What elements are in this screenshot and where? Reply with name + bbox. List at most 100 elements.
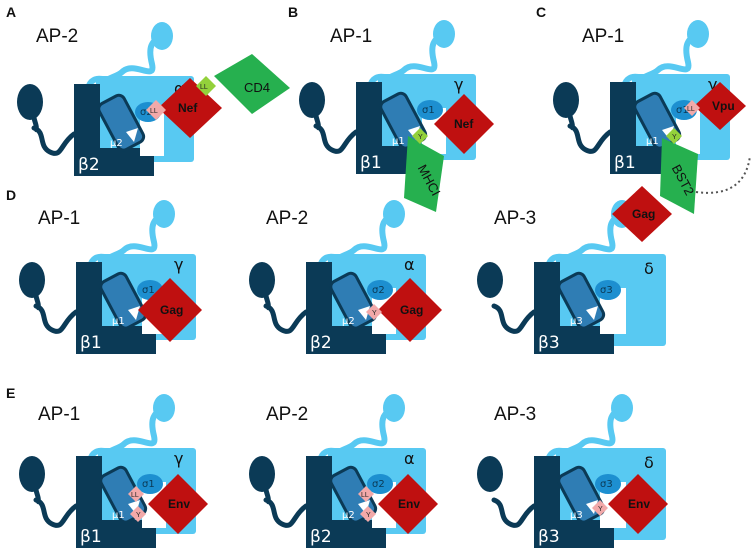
ap-complex-c: γ σ1 μ1 β1 Vpu LL BST2 Y <box>553 20 751 214</box>
complex-label-a: AP-2 <box>36 26 78 47</box>
panel-letter-b: B <box>288 4 298 20</box>
panel-e: E AP-1 γ σ1 μ1 β1 Env LL Y AP-2 α σ2 μ2 … <box>6 385 668 548</box>
motif-label-e3: Y <box>598 506 603 513</box>
y-motif-e2 <box>360 506 376 522</box>
mu-label-b: μ1 <box>392 136 405 147</box>
vpu-shape-c <box>694 82 746 130</box>
complex-label-e2: AP-2 <box>266 404 308 425</box>
adaptin-label-e2: α <box>404 449 415 468</box>
mu-label-d1: μ1 <box>112 316 125 327</box>
ap-complex-e3: δ σ3 μ3 β3 Env Y <box>477 394 668 548</box>
mu-label-a: μ2 <box>110 138 123 149</box>
panel-b: B AP-1 γ σ1 μ1 β1 Nef MHCI Y <box>288 4 494 212</box>
panel-letter-e: E <box>6 385 15 401</box>
ap-complex-d2: α σ2 μ2 β2 Gag Y <box>249 200 442 354</box>
panel-letter-c: C <box>536 4 546 20</box>
gag-shape-d2 <box>378 278 442 342</box>
ap-complex-e1: γ σ1 μ1 β1 Env LL Y <box>19 394 208 548</box>
cd4-shape-a <box>214 54 290 114</box>
viral-label-a: Nef <box>178 101 198 115</box>
motif-label-d2: Y <box>372 310 377 317</box>
motif-top-label-e1: LL <box>131 492 139 499</box>
beta-label-d1: β1 <box>80 333 102 353</box>
ap-complex-d1: γ σ1 μ1 β1 Gag <box>19 200 202 354</box>
membrane-link-c <box>695 155 751 194</box>
ap-complex-a: α σ2 μ2 β2 Nef LL CD4 LL <box>17 22 290 176</box>
complex-label-d2: AP-2 <box>266 208 308 229</box>
complex-label-e1: AP-1 <box>38 404 80 425</box>
complex-label-d3: AP-3 <box>494 208 536 229</box>
ll-motif-c <box>684 100 700 116</box>
cargo-motif-b <box>412 128 428 144</box>
adaptin-label-b: γ <box>454 75 463 94</box>
viral-label-e1: Env <box>168 497 190 511</box>
mu-label-c: μ1 <box>646 136 659 147</box>
panel-c: C AP-1 γ σ1 μ1 β1 Vpu LL BST2 Y <box>536 4 751 214</box>
y-motif-d2 <box>366 304 382 320</box>
env-shape-e2 <box>378 474 438 534</box>
sigma-label-d3: σ3 <box>600 285 613 296</box>
y-motif-e1 <box>130 506 146 522</box>
env-shape-e1 <box>148 474 208 534</box>
sigma-label-c: σ1 <box>676 105 689 116</box>
sigma-label-d2: σ2 <box>372 285 385 296</box>
viral-label-e3: Env <box>628 497 650 511</box>
cargo-motif-label-c: Y <box>672 134 677 141</box>
beta-label-d3: β3 <box>538 333 560 353</box>
motif-top-label-e2: LL <box>361 492 369 499</box>
adaptin-label-d2: α <box>404 255 415 274</box>
gag-shape-d3 <box>612 186 672 242</box>
panel-d: D AP-1 γ σ1 μ1 β1 Gag AP-2 α σ2 μ2 β2 Ga… <box>6 186 672 354</box>
panel-a: A AP-2 α σ2 μ2 β2 Nef LL CD4 LL <box>6 4 290 176</box>
beta-label-c: β1 <box>614 153 636 173</box>
complex-label-b: AP-1 <box>330 26 372 47</box>
mu-label-d3: μ3 <box>570 316 583 327</box>
viral-label-b: Nef <box>454 117 474 131</box>
adaptin-label-d1: γ <box>174 255 183 274</box>
gag-shape-d1 <box>138 278 202 342</box>
motif-bottom-label-e1: Y <box>136 512 141 519</box>
ap-complex-d3: δ σ3 μ3 β3 Gag <box>477 186 672 354</box>
beta-label-d2: β2 <box>310 333 332 353</box>
viral-label-c: Vpu <box>712 99 735 113</box>
cargo-label-a: CD4 <box>244 80 270 95</box>
mu-label-e2: μ2 <box>342 510 355 521</box>
ll-motif-a <box>146 100 166 120</box>
ap-complex-b: γ σ1 μ1 β1 Nef MHCI Y <box>299 20 494 212</box>
beta-label-e1: β1 <box>80 527 102 547</box>
sigma-label-b: σ1 <box>422 105 435 116</box>
beta-label-a: β2 <box>78 155 100 175</box>
motif-bottom-label-e2: Y <box>366 512 371 519</box>
motif-label-c: LL <box>687 106 695 113</box>
sigma-label-e3: σ3 <box>600 479 613 490</box>
adaptin-label-c: γ <box>708 75 717 94</box>
beta-label-e2: β2 <box>310 527 332 547</box>
complex-label-e3: AP-3 <box>494 404 536 425</box>
complex-label-d1: AP-1 <box>38 208 80 229</box>
viral-label-d3: Gag <box>632 207 655 221</box>
adaptin-label-d3: δ <box>644 259 654 278</box>
panel-letter-a: A <box>6 4 16 20</box>
complex-label-c: AP-1 <box>582 26 624 47</box>
y-motif-e3 <box>592 500 608 516</box>
viral-label-d2: Gag <box>400 303 423 317</box>
cargo-motif-c <box>666 128 682 144</box>
sigma-label-e2: σ2 <box>372 479 385 490</box>
panel-letter-d: D <box>6 187 16 203</box>
sigma-label-a: σ2 <box>140 107 153 118</box>
viral-label-e2: Env <box>398 497 420 511</box>
cargo-motif-a <box>196 76 216 96</box>
mhci-shape-b <box>404 136 444 212</box>
ap-complex-e2: α σ2 μ2 β2 Env LL Y <box>249 394 438 548</box>
mu-label-d2: μ2 <box>342 316 355 327</box>
mu-label-e1: μ1 <box>112 510 125 521</box>
motif-label-a: LL <box>150 108 158 115</box>
env-shape-e3 <box>608 474 668 534</box>
adaptin-label-e3: δ <box>644 453 654 472</box>
sigma-label-d1: σ1 <box>142 285 155 296</box>
ll-motif-e2 <box>358 486 374 502</box>
nef-shape-b <box>434 94 494 154</box>
beta-label-e3: β3 <box>538 527 560 547</box>
sigma-label-e1: σ1 <box>142 479 155 490</box>
